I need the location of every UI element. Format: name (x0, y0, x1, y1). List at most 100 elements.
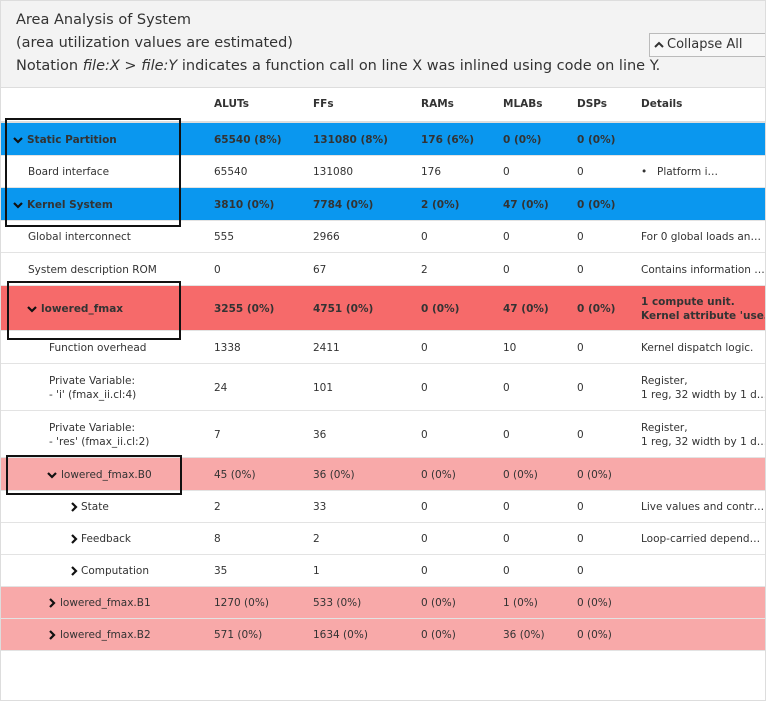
chevron-right-icon[interactable] (69, 534, 79, 544)
table-row[interactable]: Board interface 65540 131080 176 0 0 Platform … (1, 156, 765, 188)
details: Register, 1 reg, 32 width by 1 d… (641, 421, 765, 449)
cell: 0 (577, 231, 584, 243)
highlight-box (5, 118, 181, 227)
row-name: System description ROM (28, 263, 157, 277)
table-row[interactable]: Kernel System 3810 (0%) 7784 (0%) 2 (0%) 47 … (1, 188, 765, 221)
cell: 45 (0%) (214, 468, 256, 481)
table-row[interactable]: State 2 33 0 0 0 Live values and contr… (1, 491, 765, 523)
cell: 0 (0%) (421, 302, 460, 315)
cell: 0 (503, 565, 510, 577)
cell: 0 (0%) (421, 468, 456, 481)
chevron-right-icon[interactable] (69, 502, 79, 512)
name-line: - 'res' (fmax_ii.cl:2) (49, 435, 150, 448)
highlight-box (7, 281, 181, 340)
detail-line: Kernel attribute 'use… (641, 309, 766, 322)
cell: 101 (313, 381, 334, 394)
header: Area Analysis of System (area utilizatio… (1, 1, 765, 88)
detail-line: Platform i… (657, 166, 719, 178)
detail-line: Live values and contr… (641, 501, 765, 513)
cell: 0 (421, 381, 428, 394)
table-row[interactable]: Feedback 8 2 0 0 0 Loop-carried depend… (1, 523, 765, 555)
cell: 0 (577, 501, 584, 513)
collapse-all-button[interactable]: Collapse All (649, 33, 765, 57)
name-line: lowered_fmax.B0 (61, 468, 152, 481)
column-header: ALUTs (214, 98, 249, 110)
detail-line: For 0 global loads an… (641, 231, 761, 243)
chevron-down-icon[interactable] (27, 304, 37, 314)
chevron-down-icon[interactable] (47, 470, 57, 480)
cell: 0 (503, 533, 510, 545)
cell: 0 (421, 231, 428, 243)
cell: 0 (0%) (421, 597, 456, 609)
name-line: Feedback (81, 533, 132, 545)
detail-line: 1 compute unit. (641, 295, 735, 308)
table-row[interactable]: lowered_fmax.B2 571 (0%) 1634 (0%) 0 (0%) 36… (1, 619, 765, 651)
cell: 0 (577, 166, 584, 178)
table-row[interactable]: Function overhead 1338 2411 0 10 0 Kernel disp… (1, 331, 765, 364)
cell: 1 (0%) (503, 597, 538, 609)
row-name: Global interconnect (28, 230, 131, 244)
table-row[interactable]: Static Partition 65540 (8%) 131080 (8%) 176… (1, 123, 765, 156)
row-name: State (81, 500, 109, 514)
cell: 35 (214, 565, 228, 577)
cell: 36 (313, 428, 327, 441)
details: Contains information … (641, 263, 765, 277)
notation-text: file:Y (141, 58, 178, 74)
table-row[interactable]: Private Variable: - 'i' (fmax_ii.cl:4) 24 1… (1, 364, 765, 411)
cell: 2 (421, 263, 428, 276)
details: Live values and contr… (641, 500, 764, 514)
chevron-down-icon[interactable] (13, 135, 23, 145)
cell: 4751 (0%) (313, 302, 374, 315)
table-row[interactable]: Computation 35 1 0 0 0 (1, 555, 765, 587)
detail-line: Register, (641, 374, 688, 387)
row-name: Kernel System (27, 198, 113, 212)
cell: 2 (313, 533, 320, 545)
detail-line: Contains information … (641, 263, 765, 276)
cell: 0 (421, 341, 428, 354)
detail-line: Register, (641, 421, 688, 434)
cell: 0 (0%) (577, 597, 612, 609)
table-row[interactable]: lowered_fmax.B1 1270 (0%) 533 (0%) 0 (0%) 1 … (1, 587, 765, 619)
cell: 0 (0%) (577, 133, 616, 146)
column-header: DSPs (577, 98, 608, 110)
chevron-right-icon[interactable] (47, 598, 57, 608)
cell: 67 (313, 263, 327, 276)
highlight-box (6, 455, 182, 495)
table-row[interactable]: Private Variable: - 'res' (fmax_ii.cl:2) 7… (1, 411, 765, 458)
cell: 0 (421, 501, 428, 513)
cell: 0 (577, 428, 584, 441)
cell: 0 (0%) (503, 468, 538, 481)
cell: 7 (214, 428, 221, 441)
cell: 131080 (8%) (313, 133, 388, 146)
chevron-right-icon[interactable] (47, 630, 57, 640)
table-row[interactable]: System description ROM 0 67 2 0 0 Contains inf… (1, 253, 765, 286)
row-name: Feedback (81, 532, 131, 546)
chevron-down-icon[interactable] (13, 200, 23, 210)
column-header: RAMs (421, 98, 454, 110)
table-row[interactable]: lowered_fmax 3255 (0%) 4751 (0%) 0 (0%) 47 (… (1, 286, 765, 331)
chevron-right-icon[interactable] (69, 566, 79, 576)
name-line: lowered_fmax.B1 (60, 597, 151, 609)
cell: 176 (6%) (421, 133, 474, 146)
cell: 0 (0%) (577, 198, 616, 211)
row-name: Private Variable: - 'i' (fmax_ii.cl:4) (49, 374, 136, 402)
cell: 47 (0%) (503, 198, 549, 211)
detail-line: Loop-carried depend… (641, 533, 761, 545)
name-line: Function overhead (49, 341, 147, 354)
cell: 0 (503, 231, 510, 243)
cell: 176 (421, 166, 442, 178)
cell: 0 (214, 263, 221, 276)
table-row[interactable]: lowered_fmax.B0 45 (0%) 36 (0%) 0 (0%) 0 (0%… (1, 458, 765, 491)
bullet: • (641, 166, 648, 178)
cell: 3255 (0%) (214, 302, 275, 315)
row-name: Static Partition (27, 133, 117, 147)
cell: 0 (0%) (577, 629, 612, 641)
row-name: lowered_fmax.B1 (60, 596, 151, 610)
button-label: Collapse All (667, 37, 743, 52)
cell: 7784 (0%) (313, 198, 374, 211)
name-line: Private Variable: (49, 421, 135, 434)
cell: 0 (577, 341, 584, 354)
notation-text: indicates a function call on line X was … (177, 58, 661, 74)
notation-text: file:X (82, 58, 120, 74)
